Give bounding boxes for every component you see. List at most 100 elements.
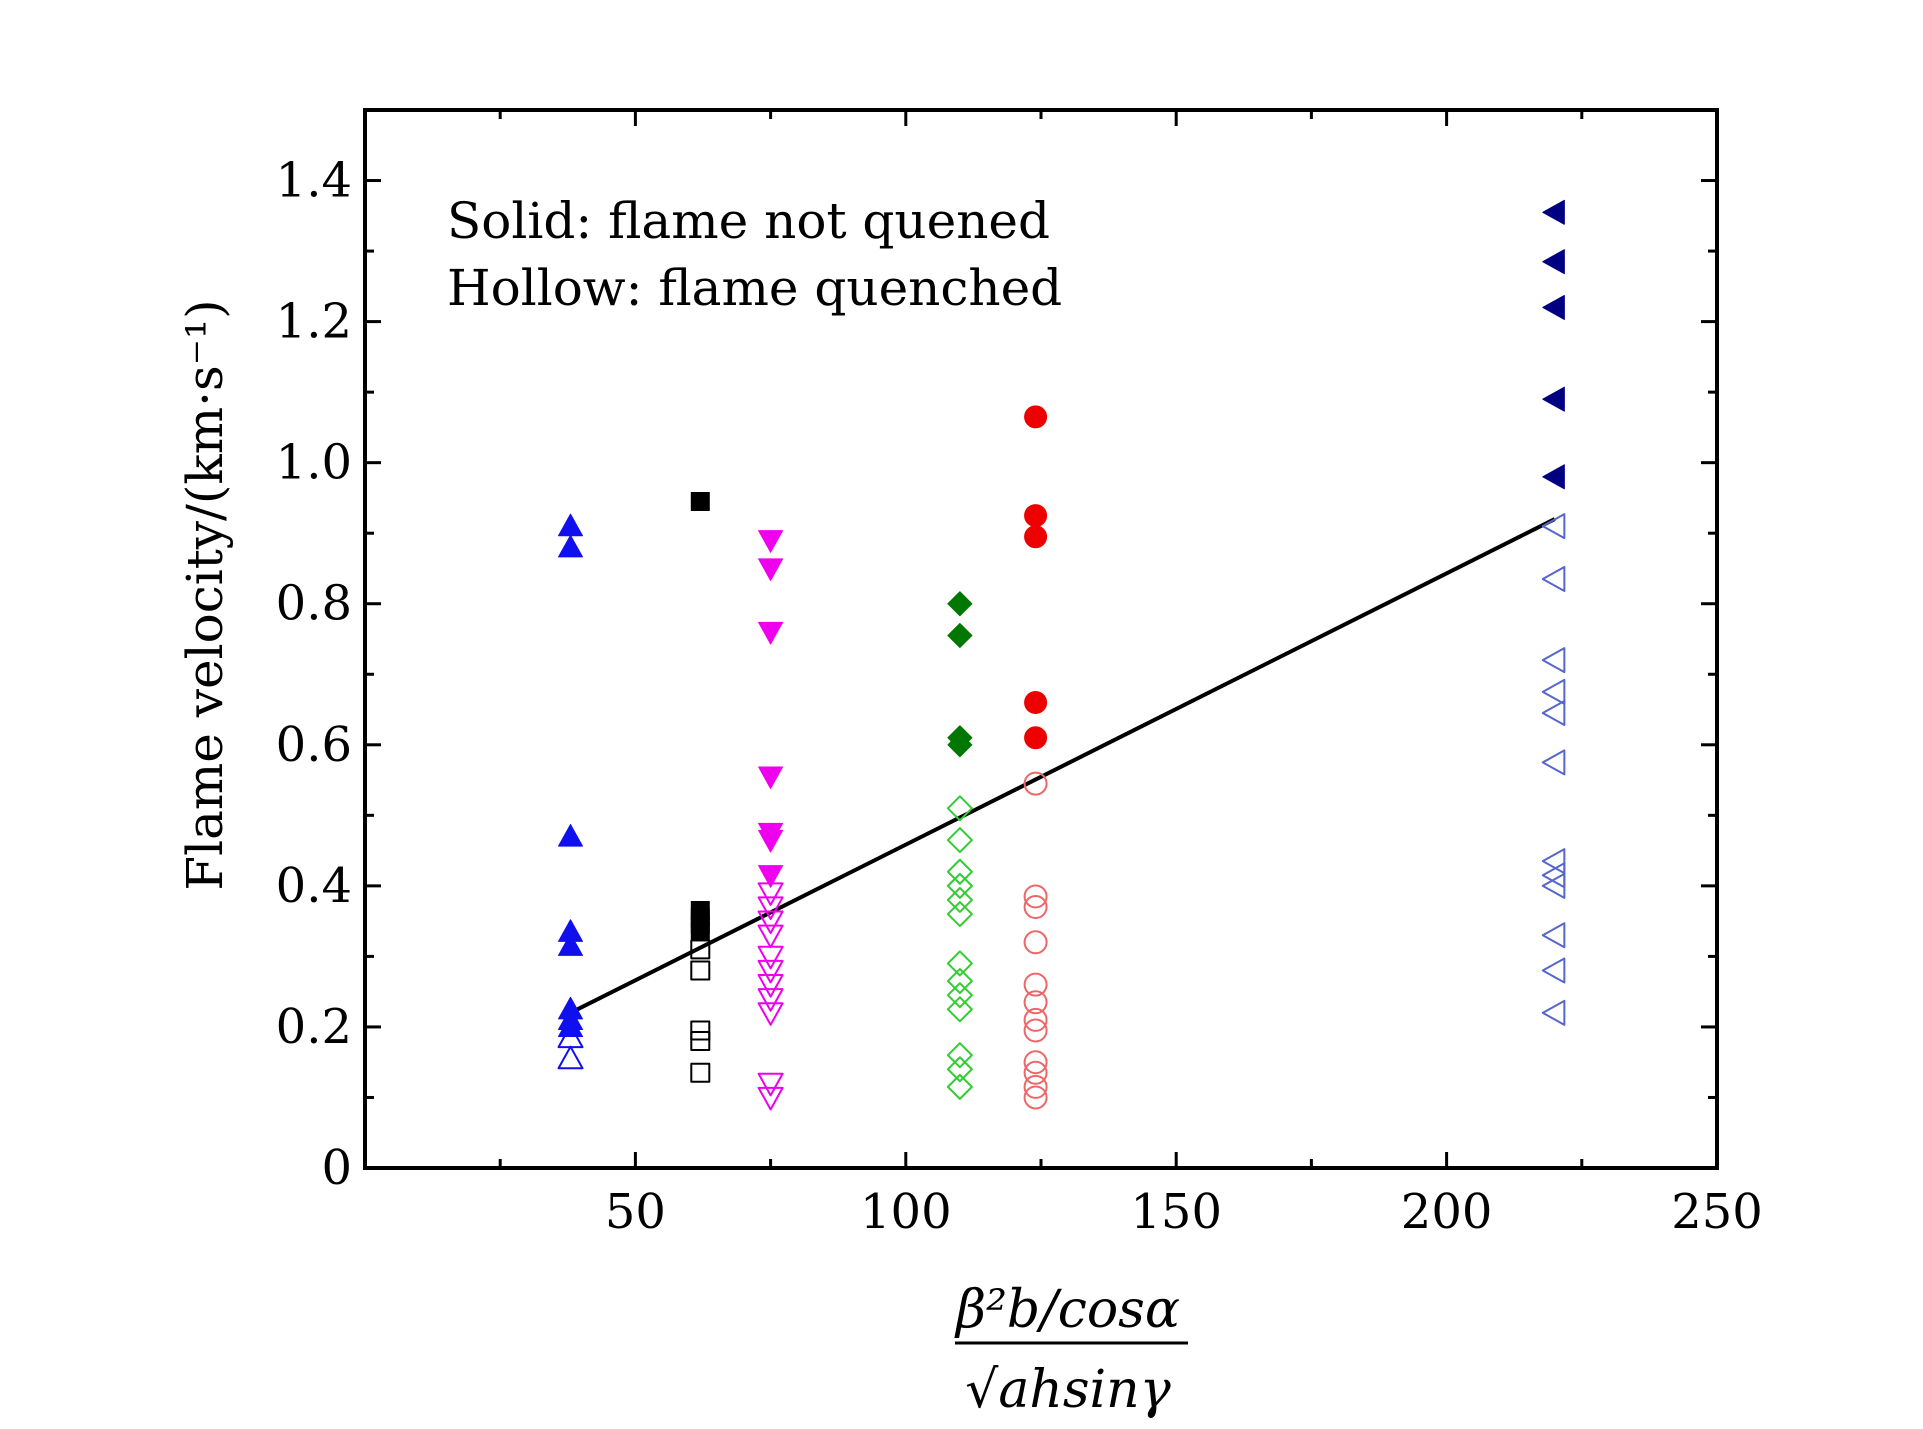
hollow-circle-point [1023,1074,1048,1099]
solid-triangle-left-point [1542,199,1565,225]
hollow-circle-point [1023,1060,1048,1085]
solid-triangle-down-point [758,766,784,790]
hollow-square-point [690,960,711,981]
hollow-triangle-left-point [1541,700,1566,727]
hollow-triangle-down-point [757,988,784,1012]
hollow-triangle-left-point [1541,566,1566,593]
hollow-triangle-left-point [1541,678,1566,705]
y-tick-label: 0.6 [276,717,352,773]
hollow-triangle-left-point [1541,848,1566,875]
y-axis-label: Flame velocity/(km·s⁻¹) [176,299,234,890]
hollow-diamond-point [946,1056,973,1083]
solid-circle-point [1024,504,1048,528]
solid-circle-point [1024,690,1048,714]
annotation-solid: Solid: flame not quened [447,192,1050,250]
hollow-circle-point [1023,1085,1048,1110]
hollow-circle-point [1023,1007,1048,1032]
hollow-square-point [690,1062,711,1083]
hollow-diamond-point [946,1073,973,1100]
hollow-triangle-down-point [757,959,784,984]
x-tick-label: 150 [1130,1184,1222,1240]
hollow-triangle-down-point [757,1072,784,1097]
hollow-circle-point [1023,930,1048,955]
hollow-triangle-left-point [1541,922,1566,949]
hollow-triangle-down-point [757,910,784,935]
hollow-circle-point [1023,990,1048,1015]
hollow-triangle-left-point [1541,647,1566,674]
solid-triangle-left-point [1542,249,1565,275]
solid-diamond-point [947,732,973,758]
y-tick-label: 0 [321,1140,352,1196]
solid-triangle-down-point [758,621,784,645]
x-axis-label-numerator: β²b/cosα [954,1280,1180,1340]
solid-triangle-down-point [758,530,784,553]
solid-triangle-up-point [558,823,584,847]
y-tick-labels: 0 0.2 0.4 0.6 0.8 1.0 1.2 1.4 [276,153,352,1196]
hollow-triangle-left-point [1541,513,1566,540]
hollow-diamond-point [946,827,973,854]
data-points [557,199,1566,1111]
hollow-circle-point [1023,972,1048,997]
hollow-diamond-point [946,1042,973,1069]
hollow-circle-point [1023,884,1048,909]
solid-circle-point [1024,525,1048,549]
solid-triangle-up-point [558,933,584,956]
hollow-triangle-left-point [1541,872,1566,899]
x-axis-label-denominator: √ahsinγ [965,1360,1171,1420]
hollow-triangle-down-point [757,945,784,970]
hollow-diamond-point [946,982,973,1009]
fit-line [569,517,1556,1015]
hollow-diamond-point [946,996,973,1023]
hollow-diamond-point [946,968,973,995]
solid-triangle-up-point [558,1014,584,1038]
solid-triangle-left-point [1542,294,1565,320]
y-tick-label: 0.8 [276,576,352,632]
solid-triangle-left-point [1542,386,1565,412]
x-tick-labels: 50 100 150 200 250 [605,1184,1763,1240]
hollow-diamond-point [946,872,973,899]
y-tick-label: 0.2 [276,999,352,1055]
hollow-diamond-point [946,950,973,977]
axis-ticks [365,108,1719,1168]
y-tick-label: 1.2 [276,294,352,350]
solid-triangle-up-point [558,534,584,558]
hollow-diamond-point [946,886,973,913]
hollow-circle-point [1023,895,1048,920]
x-tick-label: 250 [1671,1184,1763,1240]
solid-diamond-point [947,622,973,648]
hollow-diamond-point [946,901,973,928]
hollow-triangle-down-point [757,974,784,998]
hollow-circle-point [1023,771,1048,796]
solid-circle-point [1024,726,1048,750]
solid-triangle-down-point [758,558,784,581]
y-tick-label: 0.4 [276,858,352,914]
y-tick-label: 1.0 [276,435,352,491]
hollow-triangle-up-point [557,1045,584,1070]
x-tick-label: 50 [605,1184,666,1240]
hollow-square-point [690,1020,711,1041]
solid-square-point [690,491,710,511]
hollow-diamond-point [946,858,973,885]
hollow-circle-point [1023,1050,1048,1075]
solid-square-point [690,922,710,942]
hollow-triangle-left-point [1541,957,1566,984]
hollow-circle-point [1023,1018,1048,1043]
hollow-triangle-down-point [757,1002,784,1026]
annotation-hollow: Hollow: flame quenched [447,259,1062,317]
hollow-triangle-down-point [757,1086,784,1111]
x-tick-label: 100 [860,1184,952,1240]
hollow-square-point [690,1031,711,1052]
solid-diamond-point [947,591,973,617]
solid-triangle-up-point [558,513,584,537]
y-tick-label: 1.4 [276,153,352,209]
x-tick-label: 200 [1401,1184,1493,1240]
solid-circle-point [1024,405,1048,429]
solid-triangle-down-point [758,865,784,888]
hollow-triangle-down-point [757,896,784,921]
solid-triangle-left-point [1542,464,1565,490]
solid-triangle-down-point [758,829,784,853]
fit-line-group [569,517,1556,1015]
hollow-triangle-left-point [1541,749,1566,776]
hollow-diamond-point [946,795,973,822]
